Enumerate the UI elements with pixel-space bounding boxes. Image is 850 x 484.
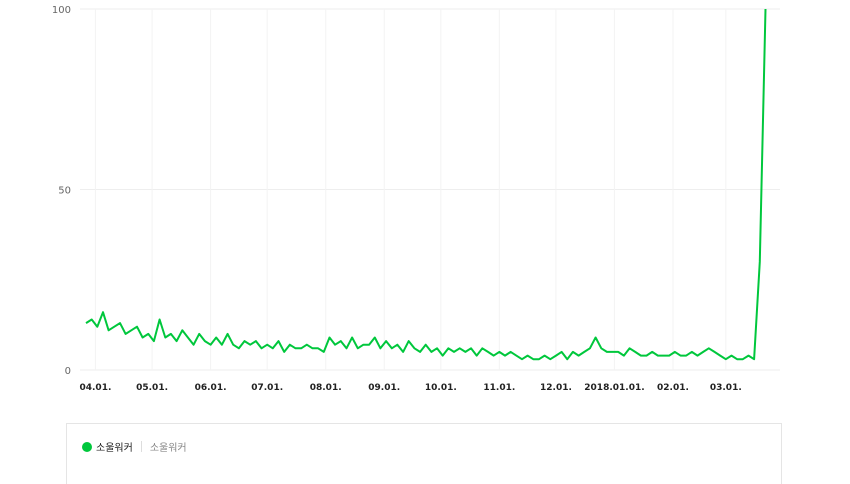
x-tick-label: 09.01. [368, 383, 400, 393]
x-tick-label: 07.01. [251, 383, 283, 393]
x-tick-label: 10.01. [425, 383, 457, 393]
x-tick-label: 02.01. [657, 383, 689, 393]
x-tick-label: 04.01. [79, 383, 111, 393]
x-tick-label: 05.01. [136, 383, 168, 393]
x-tick-label: 12.01. [540, 383, 572, 393]
legend-keyword-label: 소울워커 [150, 439, 187, 454]
series-line [86, 9, 766, 359]
legend-panel: 소울워커 소울워커 [66, 423, 782, 484]
x-tick-label: 03.01. [710, 383, 742, 393]
y-tick-label: 0 [65, 366, 71, 377]
legend-item[interactable]: 소울워커 소울워커 [82, 439, 187, 454]
x-tick-label: 11.01. [483, 383, 515, 393]
y-tick-label: 50 [58, 186, 71, 197]
y-tick-label: 100 [52, 5, 71, 16]
legend-series-label: 소울워커 [96, 439, 133, 454]
series-color-dot-icon [82, 442, 92, 452]
x-tick-label: 06.01. [195, 383, 227, 393]
x-tick-label: 2018.01.01. [584, 383, 644, 393]
trend-chart: 0 50 100 04.01. 05.01. 06.01. 07.01. 08.01. 09.… [0, 0, 850, 420]
legend-divider [141, 441, 142, 452]
x-tick-label: 08.01. [310, 383, 342, 393]
